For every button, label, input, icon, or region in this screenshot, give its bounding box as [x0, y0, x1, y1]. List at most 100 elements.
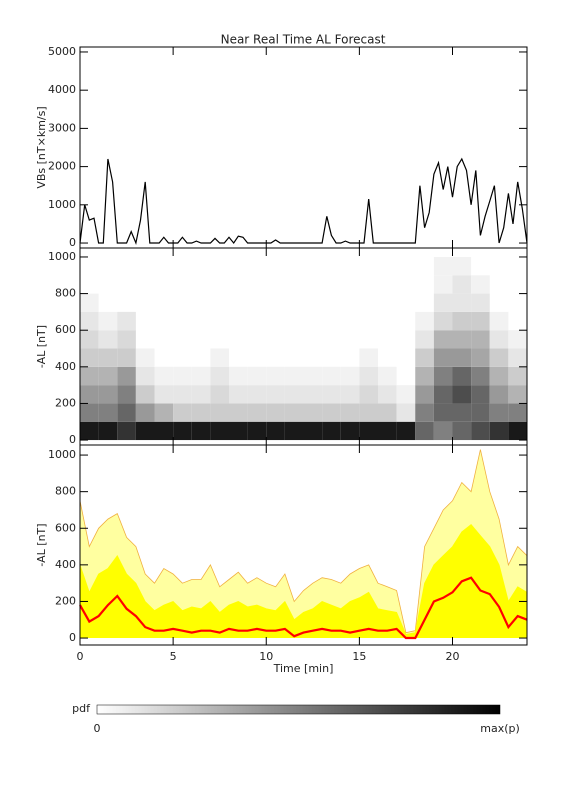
pdf-cell: [471, 275, 490, 294]
pdf-cell: [210, 421, 229, 441]
pdf-cell: [191, 366, 211, 386]
pdf-cell: [98, 385, 118, 404]
pdf-cell: [173, 385, 192, 404]
pdf-cell: [154, 421, 174, 441]
colorbar-max: max(p): [480, 722, 520, 735]
pdf-cell: [303, 385, 323, 404]
pdf-cell: [210, 385, 229, 404]
pdf-cell: [489, 421, 509, 441]
pdf-cell: [266, 366, 285, 386]
pdf-cell: [284, 403, 304, 422]
y-tick-label: 400: [55, 360, 76, 373]
pdf-cell: [471, 293, 490, 312]
pdf-cell: [303, 421, 323, 441]
pdf-cell: [173, 421, 192, 441]
pdf-cell: [508, 385, 527, 404]
pdf-cell: [489, 330, 509, 349]
pdf-cell: [508, 348, 527, 367]
pdf-cell: [117, 311, 136, 331]
pdf-cell: [471, 366, 490, 386]
pdf-cell: [98, 403, 118, 422]
pdf-cell: [471, 403, 490, 422]
y-tick-label: 1000: [48, 448, 76, 461]
pdf-cell: [229, 421, 248, 441]
pdf-cell: [135, 421, 155, 441]
pdf-cell: [359, 403, 378, 422]
vbs-line: [79, 157, 528, 246]
pdf-cell: [359, 348, 378, 367]
pdf-cell: [508, 330, 527, 349]
pdf-cell: [98, 348, 118, 367]
pdf-cell: [433, 385, 453, 404]
pdf-cell: [98, 311, 118, 331]
y-tick-label: 5000: [48, 45, 76, 58]
y-tick-label: 1000: [48, 250, 76, 263]
pdf-cell: [452, 403, 472, 422]
pdf-cell: [359, 385, 378, 404]
pdf-cell: [80, 293, 99, 312]
pdf-cell: [415, 311, 434, 331]
pdf-cell: [378, 385, 397, 404]
pdf-cell: [415, 421, 434, 441]
pdf-cell: [247, 403, 267, 422]
x-tick-label: 10: [259, 650, 273, 663]
x-tick-label: 0: [77, 650, 84, 663]
pdf-cell: [433, 366, 453, 386]
pdf-cell: [378, 403, 397, 422]
y-tick-label: 600: [55, 521, 76, 534]
pdf-cell: [396, 421, 416, 441]
pdf-cell: [303, 403, 323, 422]
pdf-cell: [229, 366, 248, 386]
pdf-cell: [80, 311, 99, 331]
pdf-cell: [452, 348, 472, 367]
pdf-cell: [322, 366, 341, 386]
pdf-cell: [489, 366, 509, 386]
x-tick-label: 15: [352, 650, 366, 663]
panel-frame: [79, 444, 528, 646]
pdf-cell: [433, 403, 453, 422]
pdf-cell: [154, 366, 174, 386]
pdf-cell: [340, 403, 360, 422]
pdf-cell: [489, 385, 509, 404]
pdf-cell: [433, 256, 453, 276]
pdf-cell: [247, 421, 267, 441]
pdf-cell: [173, 403, 192, 422]
y-tick-label: 3000: [48, 121, 76, 134]
y-tick-label: 1000: [48, 198, 76, 211]
pdf-cell: [284, 421, 304, 441]
y-tick-label: 800: [55, 485, 76, 498]
pdf-cell: [154, 385, 174, 404]
pdf-cell: [117, 403, 136, 422]
y-tick-label: 0: [69, 236, 76, 249]
pdf-cell: [508, 421, 527, 441]
x-tick-label: 5: [170, 650, 177, 663]
y-axis-label: -AL [nT]: [35, 325, 48, 368]
pdf-cell: [471, 311, 490, 331]
pdf-cell: [80, 366, 99, 386]
pdf-cell: [452, 385, 472, 404]
pdf-cell: [415, 330, 434, 349]
pdf-cell: [117, 385, 136, 404]
pdf-cell: [471, 421, 490, 441]
y-axis-label: -AL [nT]: [35, 523, 48, 566]
pdf-cell: [433, 330, 453, 349]
pdf-cell: [452, 275, 472, 294]
pdf-cell: [191, 385, 211, 404]
pdf-cell: [191, 403, 211, 422]
pdf-cell: [415, 403, 434, 422]
pdf-cell: [489, 311, 509, 331]
pdf-cell: [210, 366, 229, 386]
pdf-cell: [340, 366, 360, 386]
band-edge: [79, 524, 528, 635]
pdf-cell: [98, 366, 118, 386]
pdf-cell: [80, 330, 99, 349]
pdf-cell: [191, 421, 211, 441]
pdf-cell: [135, 403, 155, 422]
pdf-cell: [322, 403, 341, 422]
pdf-cell: [135, 348, 155, 367]
y-tick-label: 2000: [48, 160, 76, 173]
pdf-cell: [396, 385, 416, 404]
x-axis-label: Time [min]: [273, 662, 334, 675]
pdf-cell: [117, 330, 136, 349]
